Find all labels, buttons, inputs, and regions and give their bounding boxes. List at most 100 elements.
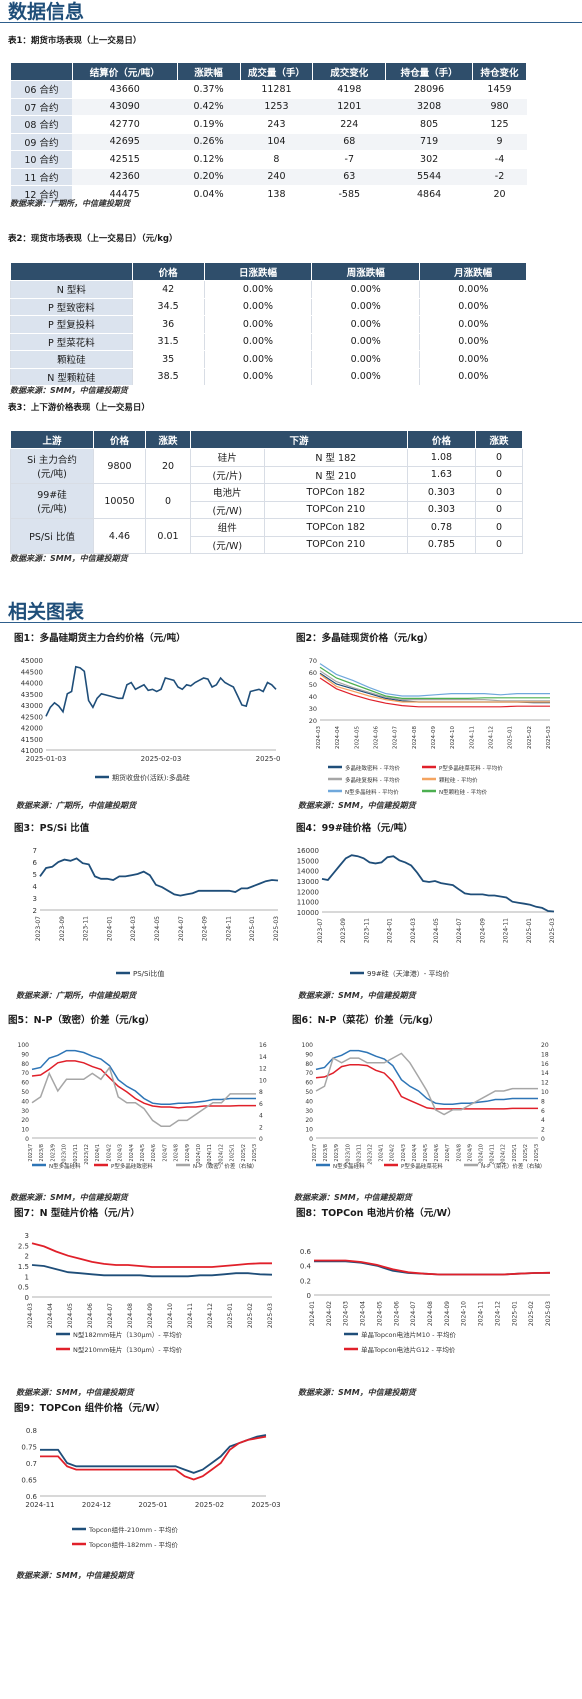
table-cell: 09 合约 bbox=[10, 133, 73, 151]
downstream-price: 0.303 bbox=[407, 500, 476, 519]
y-tick-label: 0.6 bbox=[300, 1248, 312, 1256]
upstream-label: PS/Si 比值 bbox=[29, 532, 75, 543]
f2-source: 数据来源：SMM，中信建投期货 bbox=[298, 801, 416, 810]
column-header: 日涨跌幅 bbox=[203, 262, 313, 281]
downstream-price: 0.303 bbox=[407, 483, 476, 502]
x-tick-label: 2024-05 bbox=[354, 726, 360, 749]
table-row: PS/Si 比值 4.46 0.01 组件 TOPCon 182 0.78 0 bbox=[10, 518, 523, 554]
upstream-label: Si 主力合约 bbox=[27, 455, 77, 466]
x-tick-label: 2024/7 bbox=[445, 1144, 451, 1162]
f1-source: 数据来源：广期所，中信建投期货 bbox=[16, 801, 136, 810]
table-cell: 31.5 bbox=[131, 333, 205, 351]
table2-source: 数据来源：SMM，中信建投期货 bbox=[10, 386, 128, 395]
x-tick-label: 2023-11 bbox=[363, 918, 370, 943]
downstream-item: TOPCon 182 bbox=[263, 483, 409, 502]
x-tick-label: 2024/9 bbox=[185, 1144, 191, 1162]
legend-label: 多晶硅复投料 - 平均价 bbox=[345, 776, 400, 784]
table-cell: -585 bbox=[312, 185, 386, 204]
x-tick-label: 2023-07 bbox=[35, 916, 42, 941]
table-cell: 0.00% bbox=[203, 298, 312, 316]
f3-title: 图3：PS/Si 比值 bbox=[14, 823, 90, 834]
y-tick-label: 0 bbox=[25, 1136, 29, 1143]
y-tick-label: 10000 bbox=[297, 909, 319, 917]
x-tick-label: 2023-11 bbox=[83, 916, 90, 941]
y-tick-label: 90 bbox=[305, 1051, 313, 1058]
y-tick-label: 10 bbox=[21, 1127, 29, 1134]
upstream-price: 10050 bbox=[93, 483, 146, 519]
y2-tick-label: 16 bbox=[259, 1042, 267, 1049]
legend-label: 期货收盘价(活跃):多晶硅 bbox=[112, 773, 190, 782]
f8-title: 图8：TOPCon 电池片价格（元/W） bbox=[296, 1208, 457, 1219]
x-tick-label: 2025-03 bbox=[546, 726, 552, 749]
x-tick-label: 2023/12 bbox=[84, 1144, 90, 1165]
x-tick-label: 2024-08 bbox=[427, 1301, 434, 1326]
downstream-change: 0 bbox=[475, 500, 523, 519]
y-tick-label: 50 bbox=[305, 1089, 313, 1096]
y-tick-label: 43500 bbox=[21, 691, 43, 699]
legend-label: PS/Si比值 bbox=[133, 969, 164, 978]
y-tick-label: 41000 bbox=[21, 747, 43, 755]
x-tick-label: 2024-11 bbox=[225, 916, 232, 941]
table-cell: 38.5 bbox=[131, 368, 205, 386]
y2-tick-label: 18 bbox=[541, 1051, 549, 1058]
table-header-row: 结算价（元/吨） 涨跌幅 成交量（手） 成交变化 持仓量（手） 持仓变化 bbox=[10, 62, 527, 81]
x-tick-label: 2025-03 bbox=[549, 918, 556, 943]
table-cell: 06 合约 bbox=[10, 80, 73, 99]
x-tick-label: 2024-05 bbox=[433, 918, 440, 943]
x-tick-label: 2024-04 bbox=[47, 1303, 54, 1328]
column-header: 持仓量（手） bbox=[385, 62, 474, 81]
y2-tick-label: 8 bbox=[259, 1089, 263, 1096]
y-tick-label: 40 bbox=[21, 1098, 29, 1105]
upstream-price: 9800 bbox=[93, 448, 146, 484]
y-tick-label: 70 bbox=[305, 1070, 313, 1077]
table-cell: 1201 bbox=[312, 98, 386, 116]
y2-tick-label: 20 bbox=[541, 1042, 549, 1049]
series-line bbox=[314, 1259, 551, 1276]
x-tick-label: 2025-01 bbox=[138, 1501, 167, 1509]
x-tick-label: 2024-09 bbox=[202, 916, 209, 941]
x-tick-label: 2024-08 bbox=[412, 726, 418, 749]
legend-label: N-P（菜花）价差（右轴） bbox=[481, 1162, 545, 1170]
series-line bbox=[40, 1435, 267, 1481]
column-header: 涨跌 bbox=[145, 430, 191, 449]
x-tick-label: 2023-09 bbox=[340, 918, 347, 943]
y2-tick-label: 10 bbox=[541, 1089, 549, 1096]
table-cell: 4864 bbox=[385, 185, 473, 204]
legend-label: 单晶Topcon电池片G12 - 平均价 bbox=[361, 1345, 456, 1354]
table-cell: 9 bbox=[472, 133, 527, 151]
downstream-item: TOPCon 182 bbox=[263, 518, 409, 537]
updown-table: 上游 价格 涨跌 下游 价格 涨跌 Si 主力合约 (元/吨) 9800 20 硅片 N 型 182 1… bbox=[10, 430, 523, 554]
y-tick-label: 20 bbox=[21, 1117, 29, 1124]
downstream-change: 0 bbox=[475, 535, 523, 554]
downstream-category: (元/W) bbox=[190, 500, 265, 519]
x-tick-label: 2023/12 bbox=[368, 1144, 374, 1165]
x-tick-label: 2023/7 bbox=[28, 1144, 34, 1162]
table-cell: 35 bbox=[131, 350, 205, 369]
y-tick-label: 0.8 bbox=[26, 1427, 37, 1435]
x-tick-label: 2025-03-03 bbox=[256, 755, 280, 763]
table-cell: N 型颗粒硅 bbox=[10, 368, 133, 386]
y-tick-label: 0 bbox=[309, 1136, 313, 1143]
x-tick-label: 2023/10 bbox=[345, 1144, 351, 1165]
f1-chart: 45000 44500 44000 43500 43000 42500 42000 41500… bbox=[21, 657, 280, 782]
y-tick-label: 0.65 bbox=[21, 1477, 37, 1485]
legend-label: 单晶Topcon电池片M10 - 平均价 bbox=[361, 1330, 456, 1339]
y-tick-label: 16000 bbox=[297, 847, 319, 855]
y-tick-label: 0.6 bbox=[26, 1493, 38, 1501]
table-cell: 1459 bbox=[472, 80, 527, 99]
series-line bbox=[31, 1060, 256, 1109]
f2-title: 图2：多晶硅现货价格（元/kg） bbox=[296, 633, 434, 644]
f5-chart: 100908070605040302010016141210864202023/… bbox=[18, 1042, 267, 1170]
table-cell: 10 合约 bbox=[10, 150, 73, 169]
series-line bbox=[31, 1049, 256, 1105]
y-tick-label: 10 bbox=[305, 1127, 313, 1134]
table-cell: 0.00% bbox=[203, 350, 312, 369]
table-cell: 240 bbox=[240, 168, 313, 186]
x-tick-label: 2024-11 bbox=[503, 918, 510, 943]
column-header: 成交量（手） bbox=[239, 62, 314, 81]
x-tick-label: 2024/11 bbox=[207, 1144, 213, 1165]
